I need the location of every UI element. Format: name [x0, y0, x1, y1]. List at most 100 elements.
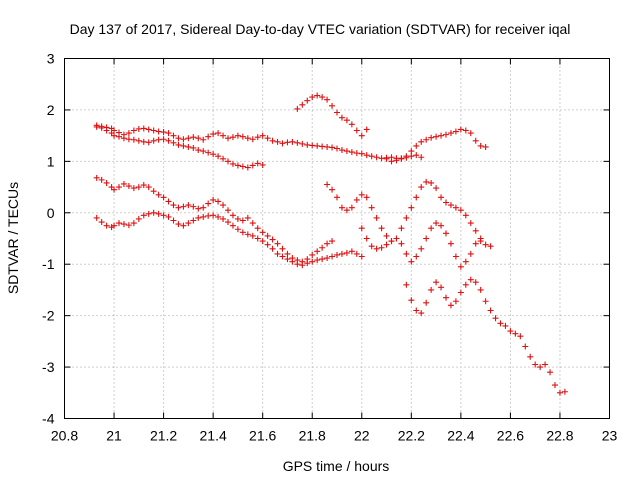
data-point	[324, 255, 331, 262]
data-point	[329, 186, 336, 193]
data-point	[309, 258, 316, 265]
data-point	[443, 131, 449, 138]
data-point	[229, 160, 236, 167]
data-point	[239, 163, 246, 170]
data-point	[234, 162, 241, 169]
data-point	[329, 144, 336, 151]
data-point	[393, 235, 400, 242]
data-point	[482, 241, 489, 248]
data-point	[363, 235, 370, 242]
data-point	[537, 364, 544, 371]
data-point	[324, 181, 331, 188]
data-point	[111, 186, 118, 193]
data-point	[477, 238, 484, 245]
data-point	[170, 202, 177, 209]
data-point	[487, 307, 494, 314]
data-point	[314, 92, 321, 99]
data-point	[314, 248, 321, 255]
data-point	[274, 250, 281, 257]
data-point	[210, 131, 217, 138]
y-tick-label: -4	[42, 411, 55, 427]
data-point	[403, 281, 410, 288]
data-point	[150, 209, 157, 216]
data-point	[388, 158, 395, 165]
data-point	[438, 222, 445, 229]
data-point	[145, 139, 152, 146]
data-point	[195, 205, 202, 212]
data-point	[205, 133, 212, 140]
data-point	[170, 217, 177, 224]
data-point	[319, 256, 326, 263]
data-point	[343, 249, 350, 256]
data-point	[180, 203, 187, 210]
data-point	[507, 328, 514, 335]
data-point	[125, 183, 132, 190]
data-point	[408, 258, 415, 265]
series-track-8	[358, 220, 484, 270]
y-tick-label: 0	[47, 205, 55, 221]
data-point	[254, 235, 261, 242]
data-point	[358, 253, 365, 260]
data-point	[413, 253, 420, 260]
data-point	[403, 214, 410, 221]
data-point	[299, 262, 306, 269]
data-point	[353, 250, 360, 257]
data-point	[185, 220, 192, 227]
data-point	[145, 184, 152, 191]
data-point	[457, 207, 464, 214]
data-point	[111, 132, 118, 139]
data-point	[338, 204, 345, 211]
data-point	[457, 263, 464, 270]
data-point	[259, 238, 266, 245]
data-point	[334, 145, 340, 152]
data-point	[418, 184, 425, 191]
series-track-5	[294, 92, 370, 139]
data-point	[116, 184, 122, 191]
y-tick-label: 3	[47, 51, 55, 67]
data-point	[249, 162, 256, 169]
data-point	[324, 240, 331, 247]
data-point	[294, 139, 301, 146]
data-point	[334, 251, 340, 258]
data-point	[175, 204, 182, 211]
data-point	[284, 250, 291, 257]
data-point	[135, 215, 142, 222]
data-point	[482, 143, 489, 150]
data-point	[180, 136, 187, 143]
data-point	[249, 232, 256, 239]
data-point	[175, 221, 182, 228]
data-point	[120, 221, 127, 228]
data-point	[130, 185, 137, 192]
data-point	[225, 219, 231, 226]
data-point	[125, 130, 132, 137]
data-point	[447, 202, 454, 209]
data-point	[289, 258, 296, 265]
x-tick-label: 21.8	[299, 428, 326, 444]
data-point	[418, 245, 425, 252]
data-point	[452, 253, 459, 260]
data-point	[452, 298, 459, 305]
data-point	[190, 134, 197, 141]
data-point	[398, 155, 405, 162]
data-point	[552, 382, 558, 389]
data-point	[418, 310, 425, 317]
data-point	[373, 214, 380, 221]
data-point	[334, 109, 340, 116]
axis-ticks: 20.8 21 21.2 21.4 21.6 21.8 22 22.2 22.4 22.6 22.8…	[42, 51, 617, 444]
data-point	[225, 158, 231, 165]
data-point	[264, 135, 271, 142]
data-point	[472, 240, 479, 247]
data-point	[378, 225, 385, 232]
data-points	[93, 92, 568, 396]
data-point	[269, 137, 276, 144]
data-point	[343, 117, 350, 124]
data-point	[423, 299, 430, 306]
data-point	[403, 153, 410, 160]
data-point	[180, 222, 187, 229]
data-point	[165, 137, 172, 144]
data-point	[348, 204, 355, 211]
data-point	[452, 128, 459, 135]
data-point	[497, 320, 504, 327]
data-point	[532, 361, 539, 368]
data-point	[200, 136, 207, 143]
